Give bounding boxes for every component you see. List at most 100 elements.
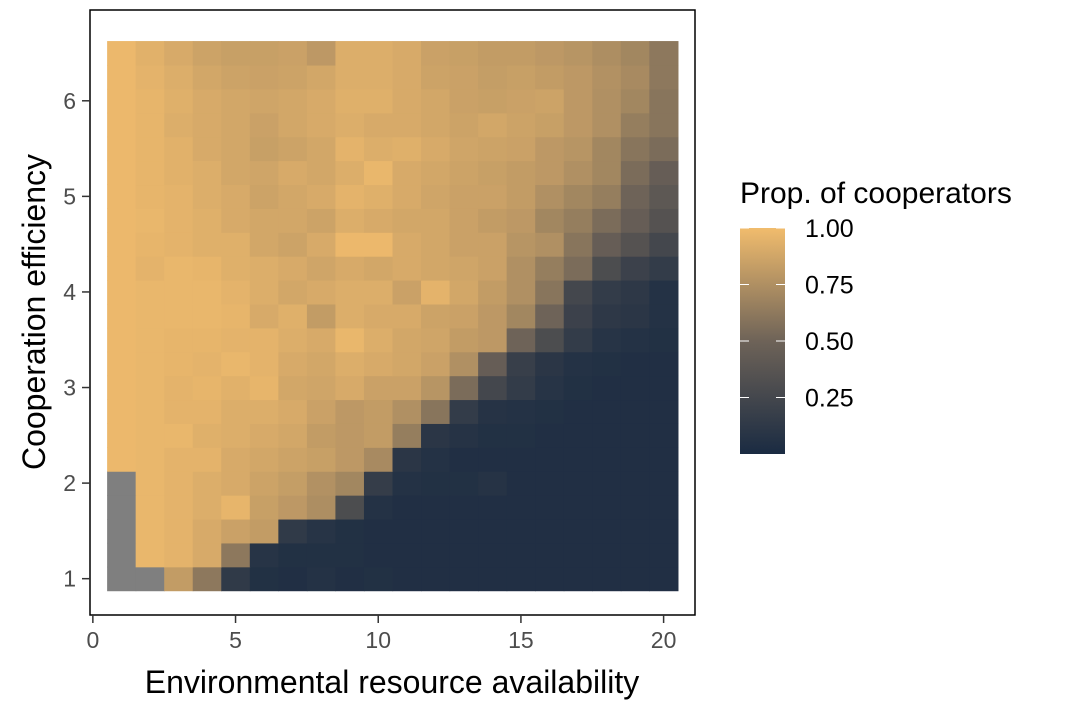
heatmap-cell	[449, 542, 479, 568]
heatmap-cell	[392, 375, 422, 401]
heatmap-cell	[449, 303, 479, 329]
heatmap-cell	[192, 232, 222, 257]
heatmap-cell	[478, 280, 508, 305]
heatmap-cell	[164, 256, 194, 281]
heatmap-cell	[221, 327, 251, 353]
heatmap-cell	[592, 447, 622, 472]
heatmap-cell	[135, 136, 165, 162]
y-tick-label: 3	[63, 375, 76, 401]
heatmap-cell	[249, 518, 279, 544]
heatmap-cell	[592, 280, 622, 305]
heatmap-cell	[592, 471, 622, 496]
heatmap-cell	[363, 112, 394, 138]
heatmap-cell	[449, 256, 479, 281]
heatmap-cell	[620, 495, 650, 520]
heatmap-cell	[449, 112, 479, 138]
heatmap-cell	[107, 64, 137, 90]
heatmap-cell	[421, 136, 451, 162]
heatmap-cell	[649, 41, 679, 66]
heatmap-cell	[421, 41, 451, 66]
heatmap-cell	[449, 423, 479, 448]
heatmap-cell	[392, 447, 422, 472]
heatmap-cell	[107, 495, 137, 520]
heatmap-cell	[620, 423, 650, 448]
heatmap-cell	[563, 351, 593, 377]
heatmap-cell	[592, 518, 622, 544]
heatmap-cell	[192, 208, 222, 233]
heatmap-cell	[506, 423, 536, 448]
heatmap-cell	[107, 112, 137, 138]
heatmap-cell	[107, 399, 137, 424]
heatmap-cell	[449, 64, 479, 90]
heatmap-cell	[221, 160, 251, 186]
heatmap-cell	[192, 303, 222, 329]
heatmap-cell	[506, 112, 536, 138]
heatmap-cell	[306, 41, 337, 66]
heatmap-cell	[249, 495, 279, 520]
heatmap-cell	[306, 303, 337, 329]
heatmap-cell	[649, 423, 679, 448]
y-tick-label: 6	[63, 88, 76, 114]
heatmap-cell	[135, 232, 165, 257]
heatmap-cell	[363, 542, 394, 568]
heatmap-cell	[506, 471, 536, 496]
heatmap-cell	[592, 256, 622, 281]
heatmap-cell	[649, 184, 679, 209]
legend-tick-label: 0.25	[805, 385, 854, 413]
heatmap-cell	[563, 471, 593, 496]
heatmap-cell	[249, 208, 279, 233]
heatmap-cell	[506, 184, 536, 209]
heatmap-cell	[563, 399, 593, 424]
heatmap-cell	[506, 351, 536, 377]
heatmap-cell	[535, 303, 565, 329]
heatmap-cell	[506, 542, 536, 568]
heatmap-cell	[306, 208, 337, 233]
heatmap-cell	[135, 542, 165, 568]
x-tick-label: 0	[86, 627, 99, 653]
heatmap-cell	[107, 518, 137, 544]
heatmap-cell	[164, 566, 194, 592]
heatmap-cell	[506, 327, 536, 353]
heatmap-cell	[535, 184, 565, 209]
heatmap-cell	[164, 351, 194, 377]
heatmap-cell	[192, 136, 222, 162]
heatmap-cell	[563, 184, 593, 209]
heatmap-cell	[563, 495, 593, 520]
heatmap-cell	[563, 542, 593, 568]
heatmap-cell	[363, 566, 394, 592]
legend-tick-label: 1.00	[805, 215, 854, 243]
heatmap-cell	[335, 303, 365, 329]
heatmap-cell	[592, 41, 622, 66]
heatmap-cell	[592, 184, 622, 209]
heatmap-cell	[192, 184, 222, 209]
heatmap-cell	[363, 399, 394, 424]
heatmap-cell	[221, 41, 251, 66]
heatmap-cell	[335, 64, 365, 90]
heatmap-cell	[335, 88, 365, 114]
heatmap-cell	[164, 136, 194, 162]
heatmap-cell	[421, 351, 451, 377]
heatmap-cell	[592, 208, 622, 233]
heatmap-cell	[192, 471, 222, 496]
heatmap-cell	[620, 280, 650, 305]
heatmap-cell	[478, 160, 508, 186]
heatmap-cell	[506, 41, 536, 66]
heatmap-cell	[135, 447, 165, 472]
heatmap-cell	[649, 256, 679, 281]
heatmap-cell	[392, 41, 422, 66]
heatmap-cell	[535, 232, 565, 257]
heatmap-cell	[392, 351, 422, 377]
heatmap-cell	[535, 471, 565, 496]
heatmap-cell	[221, 495, 251, 520]
heatmap-cell	[306, 423, 337, 448]
heatmap-cell	[535, 423, 565, 448]
heatmap-cell	[592, 303, 622, 329]
heatmap-cell	[135, 566, 165, 592]
heatmap-cell	[335, 351, 365, 377]
heatmap-cell	[421, 542, 451, 568]
heatmap-cell	[221, 423, 251, 448]
heatmap-cell	[135, 160, 165, 186]
heatmap-cell	[221, 112, 251, 138]
heatmap-cell	[306, 542, 337, 568]
heatmap-cell	[620, 88, 650, 114]
